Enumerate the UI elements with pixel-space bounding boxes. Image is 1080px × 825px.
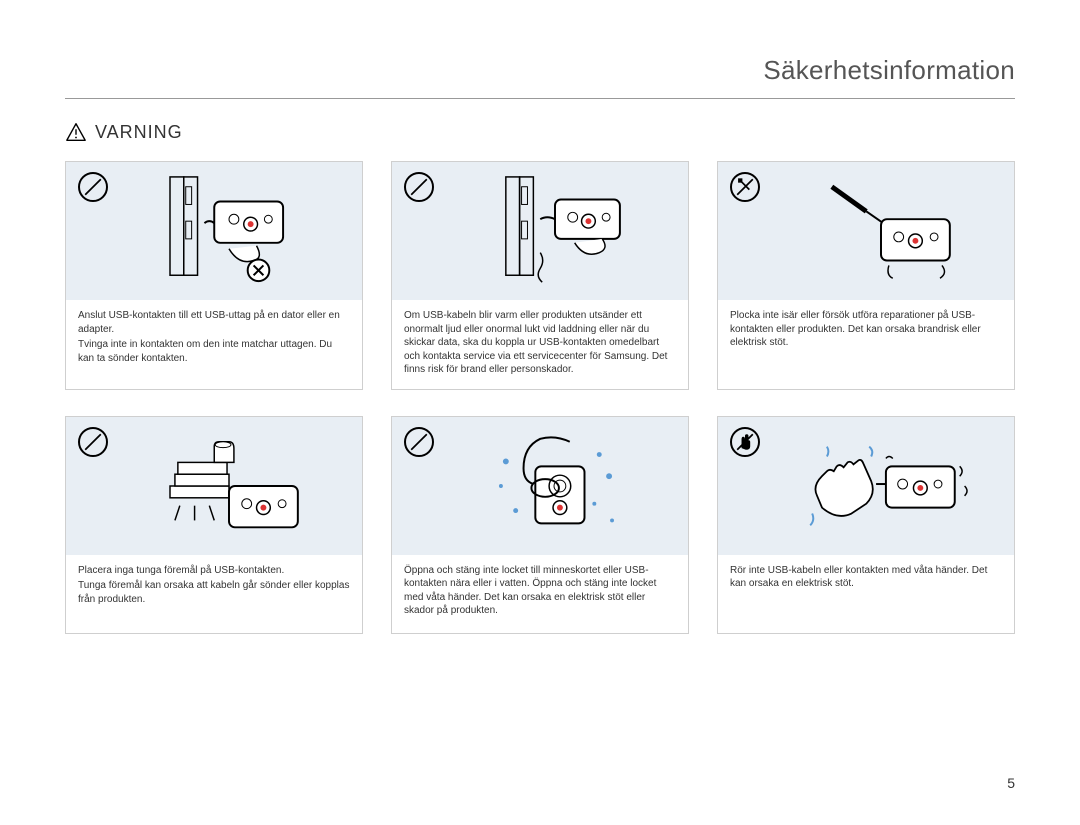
warning-label: VARNING [95,122,183,143]
card-heavy-objects: Placera inga tunga föremål på USB-kontak… [65,416,363,634]
card-text-line: Tunga föremål kan orsaka att kabeln går … [78,579,350,606]
illustration-water-snorkel [434,427,676,545]
illustration-wet-hand [760,427,1002,545]
illustration-screwdriver [760,172,1002,290]
card-text: Öppna och stäng inte locket till minnesk… [392,555,688,633]
page-number: 5 [1007,775,1015,791]
card-text: Placera inga tunga föremål på USB-kontak… [66,555,362,633]
card-illustration [718,417,1014,555]
card-illustration [718,162,1014,300]
card-text: Plocka inte isär eller försök utföra rep… [718,300,1014,378]
card-illustration [66,417,362,555]
card-no-disassemble: Plocka inte isär eller försök utföra rep… [717,161,1015,390]
page-title: Säkerhetsinformation [65,55,1015,99]
card-text: Rör inte USB-kabeln eller kontakten med … [718,555,1014,633]
prohibit-icon [78,427,108,457]
card-text-line: Rör inte USB-kabeln eller kontakten med … [730,564,1002,591]
card-text-line: Plocka inte isär eller försök utföra rep… [730,309,1002,350]
card-text-line: Placera inga tunga föremål på USB-kontak… [78,564,350,578]
card-illustration [392,417,688,555]
card-water-cover: Öppna och stäng inte locket till minnesk… [391,416,689,634]
warning-triangle-icon [65,121,87,143]
card-text-line: Anslut USB-kontakten till ett USB-uttag … [78,309,350,336]
card-text-line: Tvinga inte in kontakten om den inte mat… [78,338,350,365]
prohibit-icon [404,427,434,457]
card-wet-hands: Rör inte USB-kabeln eller kontakten med … [717,416,1015,634]
illustration-usb-unplug [434,172,676,290]
card-usb-heat: Om USB-kabeln blir varm eller produkten … [391,161,689,390]
card-text-line: Öppna och stäng inte locket till minnesk… [404,564,676,618]
illustration-usb-connect [108,172,350,290]
card-text: Anslut USB-kontakten till ett USB-uttag … [66,300,362,378]
card-illustration [66,162,362,300]
prohibit-icon [78,172,108,202]
card-text-line: Om USB-kabeln blir varm eller produkten … [404,309,676,377]
warning-header: VARNING [65,121,1015,143]
illustration-heavy-books [108,427,350,545]
card-usb-force: Anslut USB-kontakten till ett USB-uttag … [65,161,363,390]
card-illustration [392,162,688,300]
no-tools-icon [730,172,760,202]
warning-card-grid: Anslut USB-kontakten till ett USB-uttag … [65,161,1015,634]
no-touch-icon [730,427,760,457]
card-text: Om USB-kabeln blir varm eller produkten … [392,300,688,389]
prohibit-icon [404,172,434,202]
